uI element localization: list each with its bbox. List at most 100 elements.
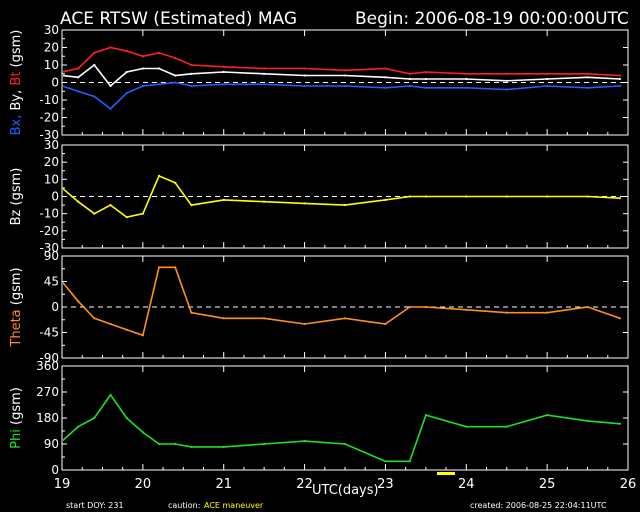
data-point-by <box>77 76 80 79</box>
caution-text: ACE maneuver <box>204 501 264 510</box>
y-tick-label: -45 <box>39 326 59 340</box>
y-tick-label: 20 <box>44 155 59 169</box>
data-point-phi <box>77 425 80 428</box>
data-point-by <box>174 74 177 77</box>
data-point-phi <box>222 445 225 448</box>
data-point-by <box>93 63 96 67</box>
data-point-bx <box>303 84 306 88</box>
data-point-bz <box>384 198 387 201</box>
data-point-phi <box>384 460 387 463</box>
data-point-by <box>125 70 128 74</box>
y-axis-label-part: Theta <box>9 309 24 347</box>
x-tick-label: 25 <box>539 477 556 492</box>
data-point-phi <box>109 393 112 396</box>
data-point-bx <box>141 84 144 88</box>
y-axis-label-part: By, <box>9 90 24 115</box>
data-point-bt <box>424 70 427 74</box>
series-theta <box>63 266 621 337</box>
y-axis-label-part: Phi <box>9 429 24 449</box>
data-point-bx <box>174 81 177 84</box>
data-point-bz <box>408 195 411 198</box>
y-tick-label: 0 <box>51 190 59 204</box>
data-point-bt <box>263 67 266 70</box>
y-axis-label-part: (gsm) <box>9 387 24 429</box>
data-point-by <box>190 72 193 75</box>
y-axis-label-part: (gsm) <box>9 267 24 309</box>
data-point-theta <box>174 266 177 269</box>
data-point-bz <box>157 174 161 177</box>
data-point-bx <box>222 83 225 86</box>
x-tick-label: 21 <box>215 477 232 492</box>
panels: 30 20 10 0 -10 -20 -30 Bx, By, Bt (gsm) 30 20 10 0 -… <box>9 23 629 477</box>
y-tick-label: 0 <box>51 463 59 477</box>
data-point-bt <box>174 56 177 60</box>
data-point-bz <box>77 200 80 203</box>
data-point-bx <box>586 86 589 89</box>
data-point-bx <box>77 90 80 93</box>
data-point-bz <box>109 204 112 207</box>
data-point-by <box>63 75 64 76</box>
data-point-phi <box>157 442 161 446</box>
y-tick-label: 90 <box>44 437 59 451</box>
data-point-bt <box>222 65 225 68</box>
data-point-bx <box>618 84 622 88</box>
data-point-bz <box>141 212 144 215</box>
data-point-by <box>586 76 589 79</box>
data-point-phi <box>465 425 468 428</box>
data-point-by <box>505 79 508 82</box>
data-point-by <box>303 74 306 77</box>
data-point-phi <box>263 442 266 446</box>
data-point-bx <box>465 86 468 89</box>
y-axis-label-part: Bz (gsm) <box>9 168 24 226</box>
data-point-theta <box>93 317 96 320</box>
data-point-theta <box>263 317 266 320</box>
y-tick-label: 10 <box>44 172 59 186</box>
caution-label: caution: <box>168 501 200 510</box>
y-tick-label: 30 <box>44 138 59 152</box>
y-axis-label: Bz (gsm) <box>9 168 24 226</box>
data-point-theta <box>343 317 347 320</box>
data-point-theta <box>63 281 64 282</box>
start-doy: start DOY: 231 <box>66 501 124 510</box>
data-point-theta <box>505 311 508 314</box>
data-point-phi <box>93 416 96 420</box>
data-point-theta <box>546 311 549 314</box>
y-axis-label: Phi (gsm) <box>9 387 24 449</box>
data-point-by <box>157 67 161 70</box>
data-point-theta <box>424 305 427 309</box>
y-tick-label: 45 <box>44 275 59 289</box>
panel-1: 30 20 10 0 -10 -20 -30 Bx, By, Bt (gsm) <box>9 23 629 142</box>
y-tick-label: 90 <box>44 249 59 263</box>
data-point-bz <box>125 216 128 219</box>
y-tick-label: -90 <box>39 351 59 365</box>
data-point-bx <box>157 83 161 86</box>
x-tick-label: 22 <box>296 477 313 492</box>
data-point-theta <box>384 322 387 326</box>
data-point-bz <box>303 202 306 205</box>
data-point-bz <box>93 212 96 215</box>
data-point-phi <box>63 440 64 442</box>
panel-frame <box>61 365 629 471</box>
y-tick-label: 0 <box>51 300 59 314</box>
y-axis-label: Theta (gsm) <box>9 267 24 347</box>
data-point-bt <box>384 67 387 70</box>
data-point-bz <box>63 187 64 189</box>
y-tick-label: 20 <box>44 41 59 55</box>
y-tick-label: 0 <box>51 76 59 90</box>
series-phi <box>63 393 620 463</box>
series-bx <box>63 81 620 110</box>
data-point-bt <box>77 67 80 70</box>
data-point-bz <box>424 195 427 198</box>
data-point-bt <box>63 71 64 73</box>
begin-time: Begin: 2006-08-19 00:00:00UTC <box>355 9 629 29</box>
data-point-phi <box>343 442 347 446</box>
data-point-phi <box>505 425 508 428</box>
data-point-by <box>109 84 112 88</box>
data-point-bx <box>263 83 266 86</box>
data-point-theta <box>157 266 161 269</box>
data-point-phi <box>618 422 622 425</box>
data-point-theta <box>190 311 193 314</box>
data-point-bz <box>263 200 266 203</box>
y-tick-label: -30 <box>39 241 59 255</box>
